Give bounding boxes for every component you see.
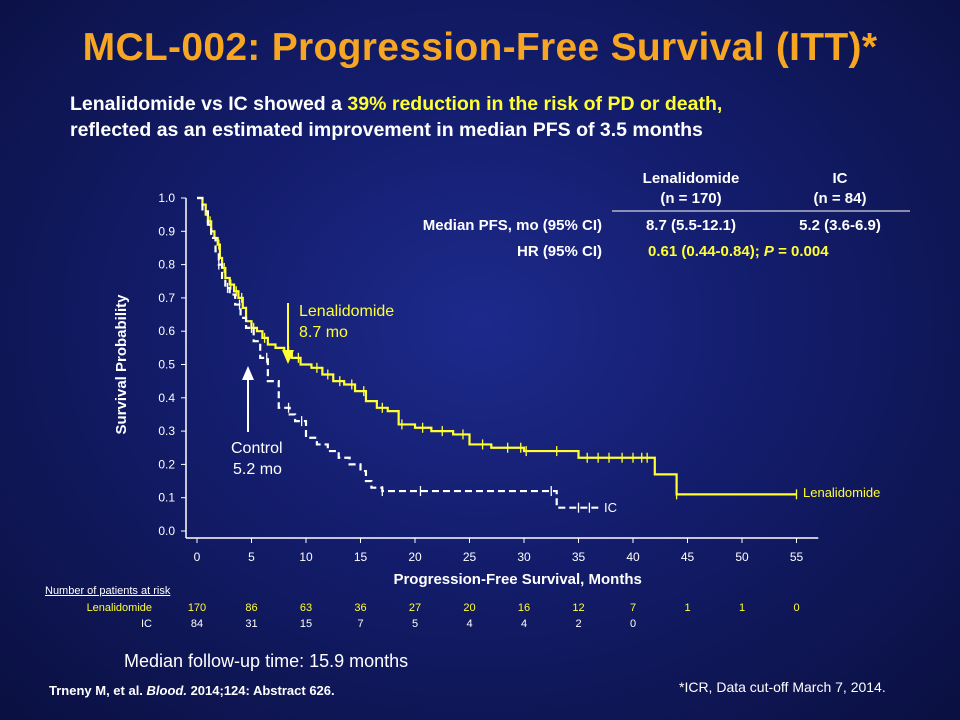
stats-col1-header: Lenalidomide <box>642 170 740 187</box>
risk-cell: 12 <box>572 602 585 614</box>
x-tick-label: 20 <box>408 550 422 564</box>
series-ic-curve <box>197 196 601 509</box>
chart-axes: 0 5 10 15 20 25 30 35 40 45 50 55 0.0 0.1 0.2 0.3 0.4 0.5… <box>113 191 819 588</box>
followup-text: Median follow-up time: 15.9 months <box>124 651 409 671</box>
chart-annotations: Lenalidomide 8.7 mo Control 5.2 mo Lenal… <box>231 303 880 515</box>
p-symbol: P <box>763 243 774 260</box>
risk-cell: 7 <box>357 618 364 630</box>
stats-row2-label: HR (95% CI) <box>516 243 602 260</box>
x-tick-label: 55 <box>790 550 804 564</box>
risk-cell: 27 <box>408 602 422 614</box>
y-tick-label: 0.9 <box>158 224 175 238</box>
stats-row1-col2: 5.2 (3.6-6.9) <box>799 217 881 234</box>
stats-col2-header: IC <box>832 170 848 187</box>
risk-cell: 5 <box>411 618 419 630</box>
subtitle-line2: reflected as an estimated improvement in… <box>70 119 703 141</box>
risk-cell: 0 <box>793 602 800 614</box>
risk-cell: 20 <box>463 602 476 614</box>
risk-cell: 4 <box>466 618 473 630</box>
y-tick-label: 1.0 <box>158 191 175 205</box>
y-tick-label: 0.3 <box>158 424 175 438</box>
p-value: = 0.004 <box>773 243 829 260</box>
risk-cell: 15 <box>299 618 313 630</box>
risk-cell: 4 <box>520 618 528 630</box>
x-tick-label: 45 <box>681 550 695 564</box>
risk-cell: 86 <box>245 602 258 614</box>
x-tick-label: 15 <box>354 550 368 564</box>
ctrl-arrow-head <box>242 366 254 380</box>
len-end-label: Lenalidomide <box>803 485 880 500</box>
chart-curves <box>197 196 798 513</box>
risk-cell: 1 <box>738 602 746 614</box>
len-annot-label: Lenalidomide <box>299 303 394 320</box>
x-tick-label: 25 <box>463 550 477 564</box>
stats-row1-label: Median PFS, mo (95% CI) <box>422 217 602 234</box>
x-tick-label: 50 <box>735 550 749 564</box>
subtitle-percent: 39% <box>347 93 387 115</box>
subtitle-line1-post: reduction in the risk of PD or death, <box>386 93 723 115</box>
series-lenalidomide-curve <box>197 196 797 496</box>
x-tick-label: 0 <box>194 550 201 564</box>
citation: Trneny M, et al. Blood. 2014;124: Abstra… <box>49 683 335 698</box>
risk-cell: 16 <box>517 602 531 614</box>
x-tick-label: 30 <box>517 550 531 564</box>
y-tick-label: 0.0 <box>158 524 175 538</box>
slide-subtitle: Lenalidomide vs IC showed a 39% reductio… <box>70 91 950 143</box>
risk-cell: 84 <box>190 618 204 630</box>
risk-cell: 170 <box>187 602 207 614</box>
citation-authors: Trneny M, et al. <box>49 683 147 698</box>
stats-col2-n: (n = 84) <box>813 190 867 207</box>
ic-end-label: IC <box>604 500 617 515</box>
risk-cell: 2 <box>575 618 582 630</box>
x-axis-title: Progression-Free Survival, Months <box>393 571 641 588</box>
y-tick-label: 0.2 <box>158 457 175 471</box>
x-tick-label: 40 <box>626 550 640 564</box>
risk-cell: 7 <box>629 602 637 614</box>
y-tick-label: 0.4 <box>158 391 175 405</box>
risk-cell: 31 <box>245 618 258 630</box>
ctrl-annot-label: Control <box>231 440 283 457</box>
x-tick-label: 10 <box>299 550 313 564</box>
slide-title: MCL-002: Progression-Free Survival (ITT)… <box>82 26 878 69</box>
risk-cell: 1 <box>684 602 691 614</box>
risk-cell: 0 <box>629 618 637 630</box>
stats-row1-col1: 8.7 (5.5-12.1) <box>645 217 737 234</box>
citation-details: 2014;124: Abstract 626. <box>186 683 335 698</box>
y-tick-label: 0.1 <box>158 491 175 505</box>
y-tick-label: 0.7 <box>158 291 175 305</box>
hr-value: 0.61 (0.44-0.84); <box>648 243 764 260</box>
risk-table-title: Number of patients at risk <box>45 585 171 597</box>
ctrl-annot-value: 5.2 mo <box>233 461 282 478</box>
len-arrow-head <box>282 350 294 364</box>
stats-col1-n: (n = 170) <box>660 190 722 207</box>
risk-row-label: Lenalidomide <box>86 602 152 614</box>
citation-journal: Blood. <box>146 683 187 698</box>
len-annot-value: 8.7 mo <box>299 324 348 341</box>
risk-row-label: IC <box>141 618 152 630</box>
subtitle-line1-pre: Lenalidomide vs IC showed a <box>70 93 348 115</box>
risk-cell: 36 <box>354 602 367 614</box>
y-tick-label: 0.6 <box>158 324 175 338</box>
y-tick-label: 0.8 <box>158 258 175 272</box>
footnote: *ICR, Data cut-off March 7, 2014. <box>679 679 886 695</box>
x-tick-label: 35 <box>572 550 586 564</box>
risk-cell: 63 <box>299 602 313 614</box>
stats-row2-value: 0.61 (0.44-0.84); P = 0.004 <box>648 243 829 260</box>
y-tick-label: 0.5 <box>158 358 175 372</box>
x-tick-label: 5 <box>248 550 255 564</box>
y-axis-title: Survival Probability <box>113 294 130 435</box>
